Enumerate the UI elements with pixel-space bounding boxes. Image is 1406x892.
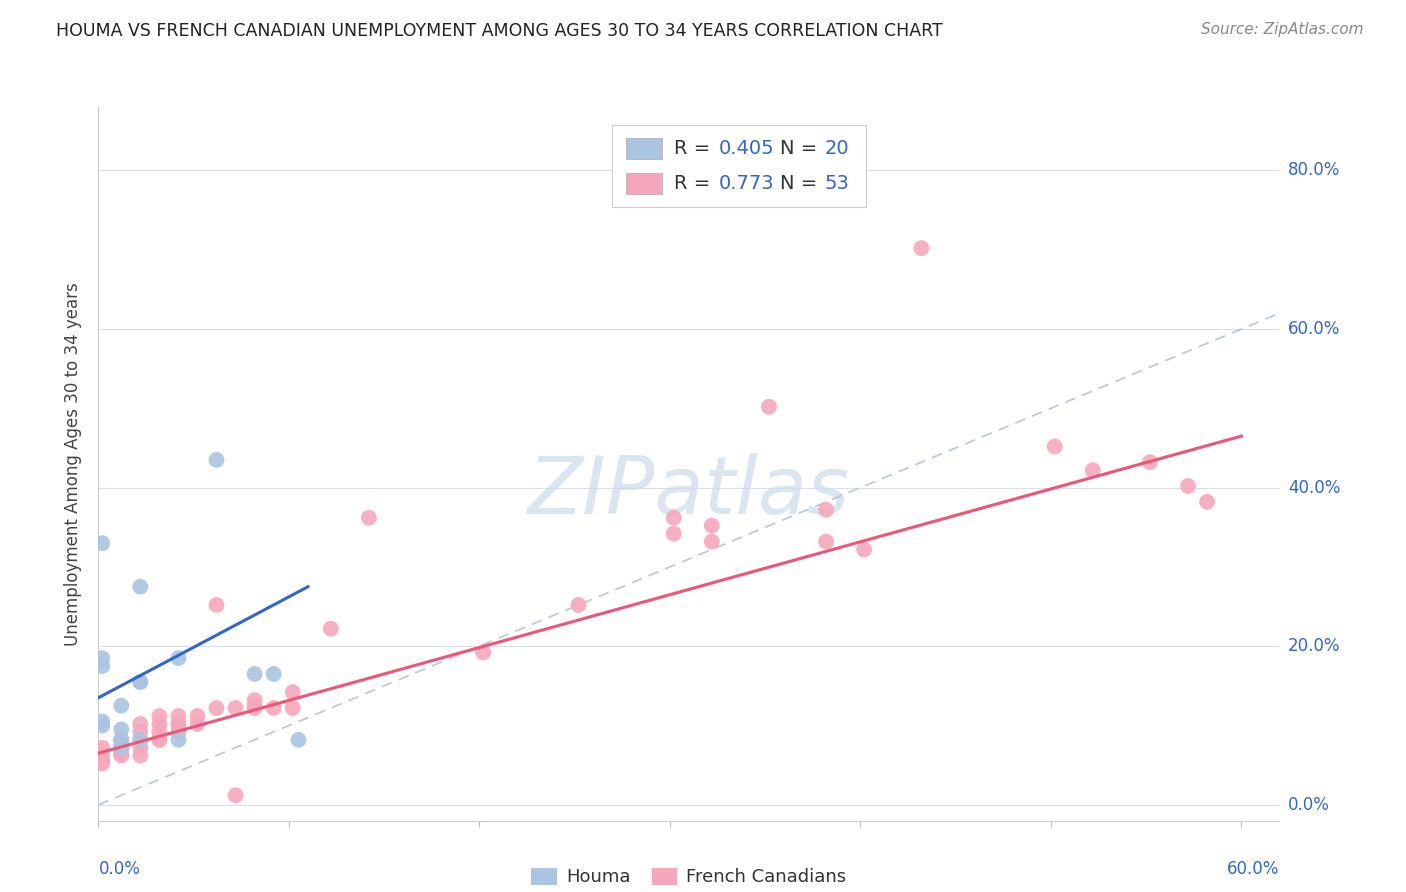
Point xyxy=(1197,495,1219,509)
Point xyxy=(110,739,132,753)
Point xyxy=(91,659,114,673)
Point xyxy=(110,732,132,747)
Text: 20: 20 xyxy=(825,139,849,158)
Point xyxy=(129,740,152,755)
Text: Source: ZipAtlas.com: Source: ZipAtlas.com xyxy=(1201,22,1364,37)
Point xyxy=(167,724,190,739)
Text: HOUMA VS FRENCH CANADIAN UNEMPLOYMENT AMONG AGES 30 TO 34 YEARS CORRELATION CHAR: HOUMA VS FRENCH CANADIAN UNEMPLOYMENT AM… xyxy=(56,22,943,40)
Point xyxy=(129,724,152,739)
Point xyxy=(129,717,152,731)
Point xyxy=(1043,439,1066,453)
Point xyxy=(205,453,228,467)
Point xyxy=(91,714,114,729)
Point xyxy=(129,674,152,689)
Point xyxy=(287,732,309,747)
Point xyxy=(129,580,152,594)
Y-axis label: Unemployment Among Ages 30 to 34 years: Unemployment Among Ages 30 to 34 years xyxy=(65,282,83,646)
Point xyxy=(129,674,152,689)
Point xyxy=(129,732,152,747)
Point xyxy=(186,709,208,723)
Point xyxy=(263,701,285,715)
Text: 0.405: 0.405 xyxy=(718,139,775,158)
Legend: Houma, French Canadians: Houma, French Canadians xyxy=(524,861,853,892)
Text: 0.773: 0.773 xyxy=(718,174,775,193)
Text: 0.0%: 0.0% xyxy=(1288,796,1330,814)
Point xyxy=(110,698,132,713)
Point xyxy=(205,598,228,612)
Point xyxy=(243,701,266,715)
Point xyxy=(91,536,114,550)
Point xyxy=(167,709,190,723)
Point xyxy=(91,748,114,763)
Point xyxy=(186,717,208,731)
Point xyxy=(700,518,723,533)
Point xyxy=(758,400,780,414)
Point xyxy=(148,732,170,747)
Point xyxy=(110,732,132,747)
Point xyxy=(167,717,190,731)
Point xyxy=(110,748,132,763)
Point xyxy=(910,241,932,255)
Point xyxy=(472,646,495,660)
Point xyxy=(205,701,228,715)
Point xyxy=(263,667,285,681)
Text: 40.0%: 40.0% xyxy=(1288,479,1340,497)
Bar xyxy=(626,137,662,159)
Point xyxy=(853,542,876,557)
Text: 0.0%: 0.0% xyxy=(98,860,141,878)
Point xyxy=(243,693,266,707)
Point xyxy=(1139,455,1161,469)
Point xyxy=(129,732,152,747)
Text: 60.0%: 60.0% xyxy=(1288,320,1340,338)
Point xyxy=(243,698,266,713)
Point xyxy=(567,598,589,612)
Point xyxy=(148,717,170,731)
Point xyxy=(167,651,190,665)
Point xyxy=(225,789,247,803)
Point xyxy=(110,746,132,760)
Text: N =: N = xyxy=(780,174,824,193)
Point xyxy=(148,724,170,739)
Point xyxy=(91,756,114,771)
Point xyxy=(91,754,114,768)
Point xyxy=(357,510,380,524)
Point xyxy=(225,701,247,715)
Point xyxy=(700,534,723,549)
Point xyxy=(91,651,114,665)
Text: 20.0%: 20.0% xyxy=(1288,637,1340,656)
Text: 80.0%: 80.0% xyxy=(1288,161,1340,179)
Point xyxy=(91,740,114,755)
Point xyxy=(148,732,170,747)
Text: 60.0%: 60.0% xyxy=(1227,860,1279,878)
Point xyxy=(815,534,838,549)
Point xyxy=(815,503,838,517)
Point xyxy=(91,718,114,732)
Point xyxy=(110,732,132,747)
Point xyxy=(281,701,304,715)
Point xyxy=(1081,463,1104,477)
Point xyxy=(167,717,190,731)
Bar xyxy=(626,173,662,194)
Point xyxy=(110,740,132,755)
Point xyxy=(110,740,132,755)
Point xyxy=(1177,479,1199,493)
Point xyxy=(662,526,685,541)
Point xyxy=(243,667,266,681)
Point xyxy=(319,622,342,636)
Point xyxy=(110,723,132,737)
Text: R =: R = xyxy=(673,139,716,158)
Text: N =: N = xyxy=(780,139,824,158)
Point xyxy=(129,748,152,763)
Point xyxy=(662,510,685,524)
Text: R =: R = xyxy=(673,174,716,193)
Text: ZIPatlas: ZIPatlas xyxy=(527,453,851,532)
Point xyxy=(167,732,190,747)
Point xyxy=(148,709,170,723)
Text: 53: 53 xyxy=(825,174,849,193)
Bar xyxy=(612,125,866,207)
Point xyxy=(281,685,304,699)
